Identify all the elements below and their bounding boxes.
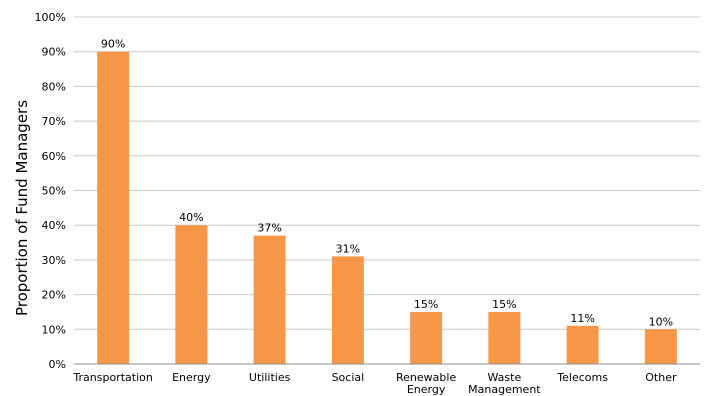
bar (644, 329, 677, 364)
y-tick-label: 100% (35, 11, 66, 24)
y-tick-label: 10% (42, 323, 66, 336)
data-label: 11% (570, 312, 594, 325)
data-label: 15% (492, 298, 516, 311)
y-tick-label: 20% (42, 289, 66, 302)
y-tick-label: 90% (42, 46, 66, 59)
x-category-label: Waste Management (468, 371, 541, 396)
bars (97, 51, 677, 364)
x-category-label: Utilities (249, 371, 291, 384)
data-label: 37% (257, 222, 281, 235)
y-tick-label: 30% (42, 254, 66, 267)
y-tick-label: 60% (42, 150, 66, 163)
y-tick-label: 80% (42, 80, 66, 93)
x-category-label: Energy (172, 371, 211, 384)
x-category-label: Telecoms (556, 371, 608, 384)
y-tick-label: 0% (49, 358, 66, 371)
data-label: 31% (336, 242, 360, 255)
bar (253, 235, 286, 364)
data-labels: 90% 40% 37% 31% 15% 15% 11% 10% (101, 38, 673, 329)
x-category-label: Other (645, 371, 677, 384)
data-label: 15% (414, 298, 438, 311)
bar (331, 256, 364, 364)
bar (175, 225, 208, 364)
y-tick-label: 70% (42, 115, 66, 128)
bar (566, 325, 599, 364)
y-tick-label: 50% (42, 185, 66, 198)
bar (410, 311, 443, 364)
y-tick-label: 40% (42, 219, 66, 232)
data-label: 40% (179, 211, 203, 224)
x-axis-categories: Transportation Energy Utilities Social Renew… (72, 371, 677, 396)
y-axis-ticks: 0% 10% 20% 30% 40% 50% 60% 70% 80% 90% 100% (35, 11, 66, 371)
data-label: 10% (649, 315, 673, 328)
bar (488, 311, 521, 364)
x-category-label: Social (332, 371, 365, 384)
x-category-label: Renewable Energy (396, 371, 456, 396)
gridlines (74, 16, 700, 330)
y-axis-label: Proportion of Fund Managers (13, 100, 31, 316)
bar (97, 51, 130, 364)
x-category-label: Transportation (72, 371, 152, 384)
data-label: 90% (101, 38, 125, 51)
